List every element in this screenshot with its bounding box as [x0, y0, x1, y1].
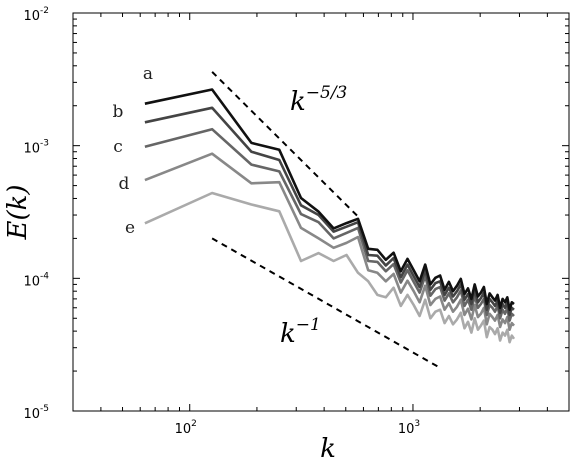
- series-label-c: c: [113, 137, 123, 157]
- reference-labels: k−5/3 k−1: [280, 83, 347, 349]
- series-line-a: [144, 88, 515, 312]
- x-axis-label: k: [320, 434, 336, 461]
- series-line-c: [144, 127, 515, 322]
- y-axis-label: E(k): [3, 184, 33, 240]
- y-tick-label: 10-5: [23, 404, 49, 422]
- plot-frame: [72, 12, 570, 412]
- y-tick-label: 10-2: [23, 6, 49, 24]
- series-label-e: e: [125, 218, 135, 238]
- reference-lines: [211, 71, 439, 368]
- y-axis-ticks: 10-5 10-4 10-3 10-2: [23, 6, 569, 422]
- series-label-a: a: [143, 64, 153, 84]
- series-label-d: d: [119, 174, 130, 194]
- series-line-d: [144, 152, 515, 332]
- reference-line: [211, 71, 360, 218]
- series-line-b: [144, 106, 515, 317]
- x-tick-label: 102: [175, 419, 197, 437]
- series-label-b: b: [113, 102, 124, 122]
- series-line-e: [144, 191, 516, 344]
- plot-area: [72, 12, 570, 412]
- y-tick-label: 10-3: [23, 139, 49, 157]
- reference-label: k−5/3: [290, 83, 347, 117]
- series-lines: [144, 88, 516, 344]
- reference-label: k−1: [280, 315, 321, 349]
- x-tick-label: 103: [398, 419, 420, 437]
- y-tick-label: 10-4: [23, 271, 49, 289]
- x-axis-ticks: 102 103: [72, 13, 570, 437]
